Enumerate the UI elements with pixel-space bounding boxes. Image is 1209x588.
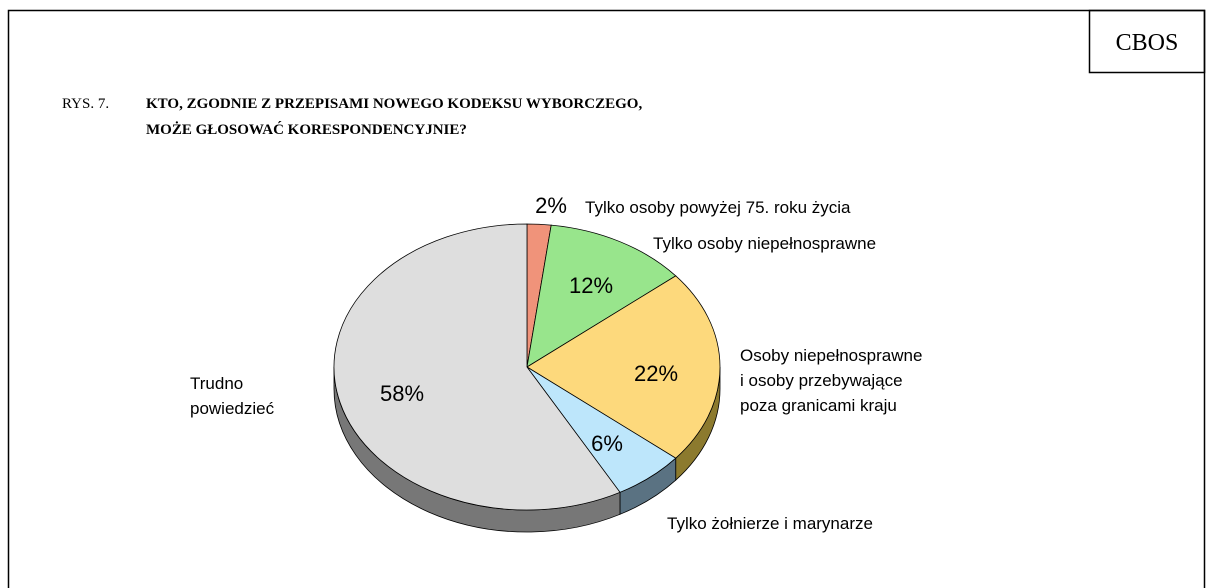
category-label: Osoby niepełnosprawne i osoby przebywając…: [740, 346, 922, 415]
slice: [526, 224, 677, 368]
source: CBOS: [1116, 30, 1179, 56]
chart-title: KTO, ZGODNIE Z PRZEPISAMI NOWEGO KODEKSU…: [146, 96, 642, 138]
category-label: Tylko żołnierze i marynarze: [667, 514, 873, 533]
category-label: Tylko osoby niepełnosprawne: [653, 234, 876, 253]
value-label: 22%: [634, 361, 678, 386]
value-label: 58%: [380, 381, 424, 406]
category-label: Tylko osoby powyżej 75. roku życia: [585, 198, 851, 217]
figure-label: RYS. 7.: [62, 96, 109, 112]
slice: [526, 275, 721, 459]
frame: [7, 9, 1206, 588]
category-label: Trudno powiedzieć: [190, 374, 275, 418]
value-label: 12%: [569, 273, 613, 298]
value-label: 2%: [535, 193, 567, 218]
slice: [333, 223, 621, 511]
source-box: [1088, 9, 1206, 74]
value-label: 6%: [591, 431, 623, 456]
